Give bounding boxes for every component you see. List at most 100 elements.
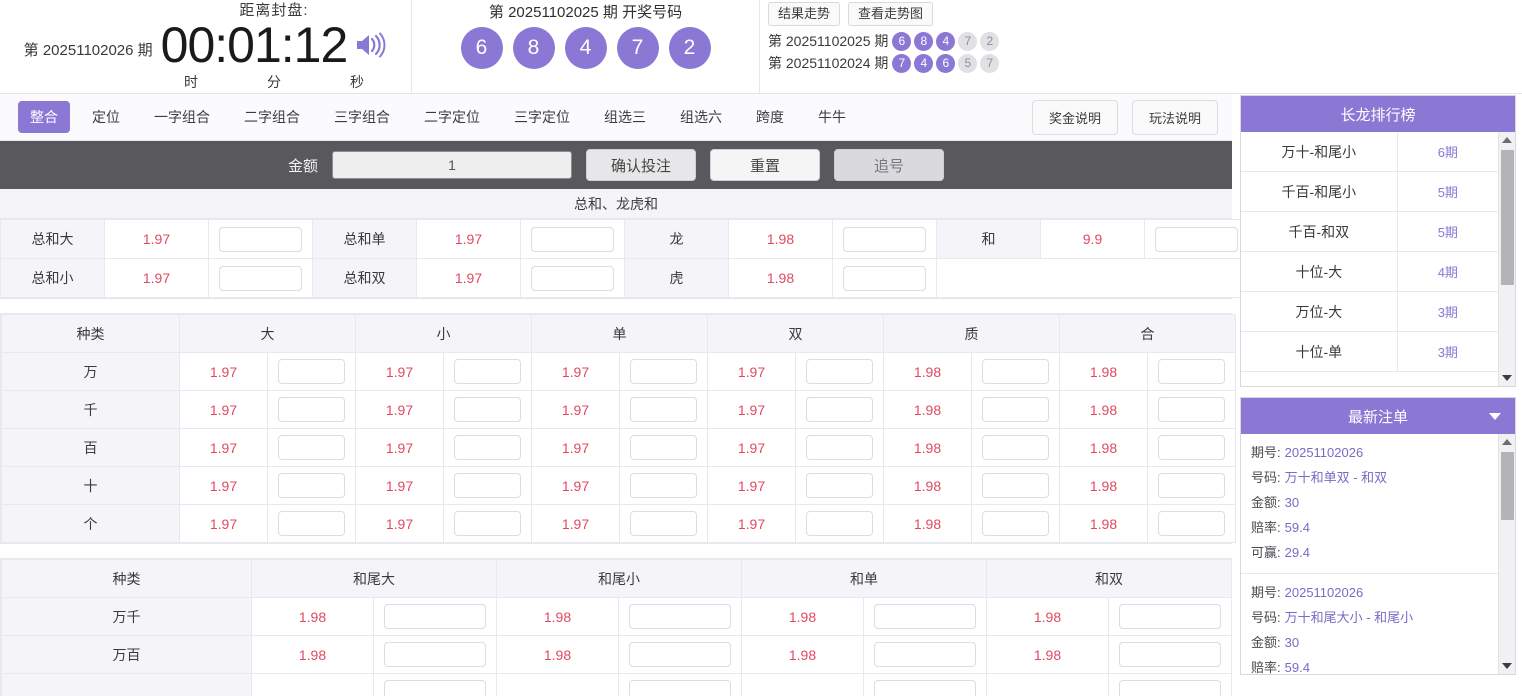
chase-number-button[interactable]: 追号 xyxy=(834,149,944,181)
main-odds-cell[interactable]: 1.97 xyxy=(531,504,620,543)
orders-scroll-down-arrow-icon[interactable] xyxy=(1502,663,1512,669)
main-odds-cell[interactable]: 1.97 xyxy=(707,428,796,467)
rank-row[interactable]: 十位-单 3期 xyxy=(1241,331,1498,372)
orders-scroll-up-arrow-icon[interactable] xyxy=(1502,439,1512,445)
main-odds-cell[interactable]: 1.97 xyxy=(355,428,444,467)
sum-label-cell[interactable]: 总和双 xyxy=(312,258,417,298)
main-bet-input[interactable] xyxy=(982,511,1049,536)
sum-label-cell[interactable]: 龙 xyxy=(624,219,729,259)
main-bet-input[interactable] xyxy=(806,511,873,536)
main-odds-cell[interactable]: 1.97 xyxy=(707,466,796,505)
main-bet-input[interactable] xyxy=(278,473,345,498)
tail-bet-input[interactable] xyxy=(629,604,731,629)
main-bet-input[interactable] xyxy=(806,397,873,422)
tail-odds-cell[interactable]: 1.98 xyxy=(986,635,1109,674)
tail-bet-input[interactable] xyxy=(629,642,731,667)
sum-bet-input[interactable] xyxy=(219,265,302,291)
main-bet-input[interactable] xyxy=(278,397,345,422)
tail-bet-input[interactable] xyxy=(1119,604,1221,629)
prize-description-button[interactable]: 奖金说明 xyxy=(1031,99,1118,135)
main-odds-cell[interactable]: 1.97 xyxy=(355,352,444,391)
nav-tab-5[interactable]: 二字定位 xyxy=(424,109,480,125)
tail-bet-input[interactable] xyxy=(384,680,486,696)
main-bet-input[interactable] xyxy=(982,397,1049,422)
main-bet-input[interactable] xyxy=(630,359,697,384)
main-odds-cell[interactable]: 1.98 xyxy=(1059,504,1148,543)
main-bet-input[interactable] xyxy=(806,473,873,498)
chevron-down-icon[interactable] xyxy=(1489,412,1501,420)
main-odds-cell[interactable]: 1.97 xyxy=(707,352,796,391)
main-odds-cell[interactable]: 1.97 xyxy=(179,390,268,429)
nav-tab-8[interactable]: 组选六 xyxy=(680,109,722,125)
amount-input[interactable] xyxy=(332,151,572,179)
main-bet-input[interactable] xyxy=(982,435,1049,460)
main-bet-input[interactable] xyxy=(454,511,521,536)
sum-bet-input[interactable] xyxy=(531,226,614,252)
sum-label-cell[interactable]: 总和小 xyxy=(0,258,105,298)
sum-bet-input[interactable] xyxy=(1155,226,1238,252)
sum-label-cell[interactable]: 总和单 xyxy=(312,219,417,259)
tail-odds-cell[interactable]: 1.98 xyxy=(496,635,619,674)
sum-bet-input[interactable] xyxy=(531,265,614,291)
sum-bet-input[interactable] xyxy=(843,265,926,291)
speaker-icon[interactable] xyxy=(353,30,387,60)
rank-row[interactable]: 十位-大 4期 xyxy=(1241,251,1498,292)
main-bet-input[interactable] xyxy=(454,473,521,498)
main-odds-cell[interactable]: 1.97 xyxy=(707,504,796,543)
main-bet-input[interactable] xyxy=(1158,359,1225,384)
nav-tab-6[interactable]: 三字定位 xyxy=(514,109,570,125)
nav-tab-10[interactable]: 牛牛 xyxy=(818,109,846,125)
sum-label-cell[interactable]: 总和大 xyxy=(0,219,105,259)
rank-row[interactable]: 千百-和双 5期 xyxy=(1241,211,1498,252)
main-bet-input[interactable] xyxy=(982,359,1049,384)
nav-tab-3[interactable]: 二字组合 xyxy=(244,109,300,125)
main-odds-cell[interactable]: 1.97 xyxy=(531,390,620,429)
scroll-down-arrow-icon[interactable] xyxy=(1502,375,1512,381)
sum-bet-input[interactable] xyxy=(219,226,302,252)
tail-odds-cell[interactable] xyxy=(496,673,619,696)
main-odds-cell[interactable]: 1.97 xyxy=(707,390,796,429)
main-bet-input[interactable] xyxy=(806,359,873,384)
main-bet-input[interactable] xyxy=(806,435,873,460)
rules-description-button[interactable]: 玩法说明 xyxy=(1131,99,1218,135)
nav-tab-7[interactable]: 组选三 xyxy=(604,109,646,125)
main-bet-input[interactable] xyxy=(454,397,521,422)
result-trend-button[interactable]: 结果走势 xyxy=(768,2,841,26)
confirm-bet-button[interactable]: 确认投注 xyxy=(586,149,696,181)
tail-odds-cell[interactable]: 1.98 xyxy=(741,635,864,674)
main-odds-cell[interactable]: 1.97 xyxy=(179,466,268,505)
main-bet-input[interactable] xyxy=(454,359,521,384)
tail-bet-input[interactable] xyxy=(874,680,976,696)
main-odds-cell[interactable]: 1.98 xyxy=(1059,390,1148,429)
main-bet-input[interactable] xyxy=(454,435,521,460)
main-odds-cell[interactable]: 1.97 xyxy=(179,428,268,467)
view-trend-chart-button[interactable]: 查看走势图 xyxy=(848,2,934,26)
tail-odds-cell[interactable]: 1.98 xyxy=(251,635,374,674)
tail-odds-cell[interactable] xyxy=(741,673,864,696)
tail-bet-input[interactable] xyxy=(874,604,976,629)
main-bet-input[interactable] xyxy=(1158,511,1225,536)
main-odds-cell[interactable]: 1.98 xyxy=(883,466,972,505)
main-odds-cell[interactable]: 1.97 xyxy=(179,352,268,391)
main-odds-cell[interactable]: 1.98 xyxy=(883,352,972,391)
sum-bet-input[interactable] xyxy=(843,226,926,252)
main-bet-input[interactable] xyxy=(982,473,1049,498)
main-odds-cell[interactable]: 1.97 xyxy=(355,466,444,505)
nav-tab-9[interactable]: 跨度 xyxy=(756,109,784,125)
latest-orders-scrollbar[interactable] xyxy=(1498,434,1515,674)
main-odds-cell[interactable]: 1.98 xyxy=(883,504,972,543)
main-odds-cell[interactable]: 1.97 xyxy=(355,504,444,543)
nav-tab-0[interactable]: 整合 xyxy=(18,101,70,133)
tail-odds-cell[interactable]: 1.98 xyxy=(741,597,864,636)
main-bet-input[interactable] xyxy=(278,435,345,460)
main-bet-input[interactable] xyxy=(630,397,697,422)
main-bet-input[interactable] xyxy=(278,359,345,384)
scroll-up-arrow-icon[interactable] xyxy=(1502,137,1512,143)
nav-tab-2[interactable]: 一字组合 xyxy=(154,109,210,125)
sum-label-cell[interactable]: 虎 xyxy=(624,258,729,298)
main-bet-input[interactable] xyxy=(1158,435,1225,460)
main-odds-cell[interactable]: 1.98 xyxy=(883,390,972,429)
tail-odds-cell[interactable]: 1.98 xyxy=(986,597,1109,636)
dragon-rank-scrollbar[interactable] xyxy=(1498,132,1515,386)
main-odds-cell[interactable]: 1.97 xyxy=(531,466,620,505)
